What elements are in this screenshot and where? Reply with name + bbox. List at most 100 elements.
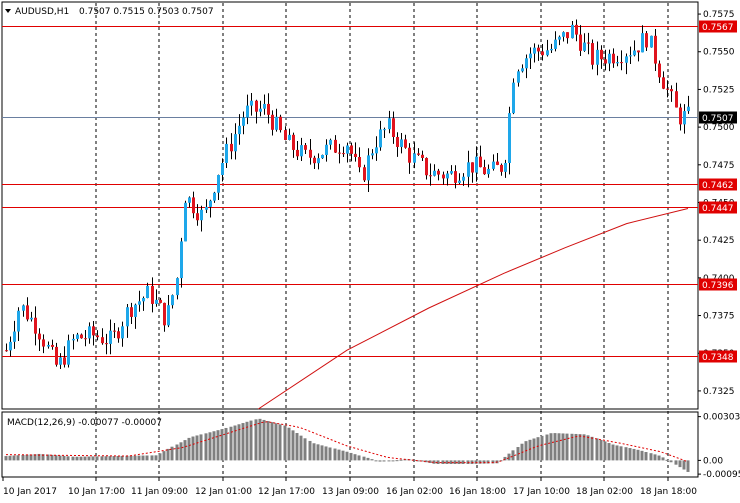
candle-body	[88, 326, 91, 339]
macd-bar	[241, 423, 245, 461]
macd-bar	[328, 447, 332, 461]
candle-body	[171, 295, 174, 306]
macd-bar	[578, 434, 582, 461]
candle-body	[579, 34, 582, 51]
macd-bar	[457, 460, 461, 464]
candle-body	[537, 47, 540, 52]
macd-bar	[565, 433, 569, 461]
macd-bar	[349, 452, 353, 461]
candle-body	[521, 68, 524, 72]
candle-body	[650, 35, 653, 48]
candle-body	[375, 147, 378, 154]
level-label-text: 0.7462	[702, 181, 734, 191]
time-axis: 10 Jan 2017 10 Jan 17:00 11 Jan 09:00 12 Ja…	[2, 477, 697, 497]
candle-body	[363, 167, 366, 181]
candle-body	[400, 139, 403, 147]
candle-body	[296, 149, 299, 157]
candle-body	[72, 338, 75, 341]
macd-bar	[278, 424, 282, 461]
level-label-box	[699, 201, 737, 214]
macd-bar	[208, 432, 212, 461]
macd-bar	[453, 460, 457, 464]
macd-bar	[212, 431, 216, 461]
macd-bar	[378, 460, 382, 462]
candle-body	[446, 173, 449, 179]
macd-bar	[133, 455, 137, 461]
macd-bar	[412, 459, 416, 461]
candle-body	[408, 147, 411, 163]
macd-bar	[540, 435, 544, 461]
candle-body	[487, 168, 490, 175]
macd-bar	[337, 449, 341, 461]
macd-bar	[619, 446, 623, 461]
candle-body	[17, 310, 20, 332]
horizontal-levels[interactable]	[2, 26, 698, 357]
level-labels: 0.7567 0.7462 0.7447 0.7396 0.7348 0.7507	[699, 20, 737, 363]
macd-bar	[58, 455, 62, 461]
macd-bar	[66, 456, 70, 461]
macd-bar	[320, 445, 324, 461]
candle-body	[288, 134, 291, 140]
candle-body	[126, 307, 129, 327]
macd-bar	[682, 460, 686, 470]
candle-body	[334, 139, 337, 153]
macd-bar	[245, 421, 249, 461]
candle-body	[687, 106, 690, 112]
candle-body	[417, 153, 420, 155]
candle-body	[662, 77, 665, 89]
macd-bar	[678, 460, 682, 468]
candle-body	[367, 155, 370, 181]
candle-body	[529, 53, 532, 59]
macd-bar	[445, 460, 449, 464]
macd-bar	[137, 455, 141, 461]
macd-bar	[316, 444, 320, 461]
triangle-down-icon[interactable]	[5, 9, 11, 13]
macd-bar	[291, 430, 295, 461]
macd-axis: 0.00303 0.00 -0.00095	[698, 413, 740, 480]
candle-body	[209, 200, 212, 207]
macd-bar	[8, 455, 12, 461]
macd-bar	[95, 456, 99, 461]
macd-title: MACD(12,26,9) -0.00077 -0.00007	[7, 418, 162, 428]
candle-body	[84, 338, 87, 340]
macd-bar	[83, 456, 87, 461]
macd-signal-line	[5, 421, 689, 464]
candle-body	[679, 107, 682, 125]
candle-body	[512, 82, 515, 114]
macd-bar	[312, 443, 316, 461]
candle-body	[338, 152, 341, 154]
candle-body	[421, 154, 424, 158]
candle-body	[205, 206, 208, 210]
moving-average-layer	[258, 208, 689, 410]
candle-body	[317, 158, 320, 164]
candle-body	[292, 134, 295, 150]
macd-bar	[636, 449, 640, 461]
candle-body	[321, 154, 324, 159]
candle-body	[284, 130, 287, 140]
macd-bar	[574, 433, 578, 461]
macd-bar	[599, 439, 603, 461]
candle-body	[604, 59, 607, 64]
candle-body	[255, 100, 258, 112]
candle-body	[196, 213, 199, 221]
macd-bar	[87, 456, 91, 461]
candle-body	[346, 145, 349, 154]
macd-bar	[669, 460, 673, 463]
time-tick-label: 16 Jan 18:00	[449, 487, 506, 497]
candle-body	[250, 100, 253, 106]
macd-bar	[644, 452, 648, 461]
candle-body	[329, 139, 332, 145]
candle-body	[525, 58, 528, 69]
macd-bar	[25, 454, 29, 461]
candle-body	[38, 333, 41, 340]
candle-body	[271, 114, 274, 130]
candle-body	[176, 278, 179, 296]
macd-bar	[303, 438, 307, 461]
macd-bar	[79, 456, 83, 461]
candle-body	[637, 50, 640, 53]
candle-body	[396, 136, 399, 147]
candle-body	[404, 139, 407, 148]
candle-body	[34, 317, 37, 334]
